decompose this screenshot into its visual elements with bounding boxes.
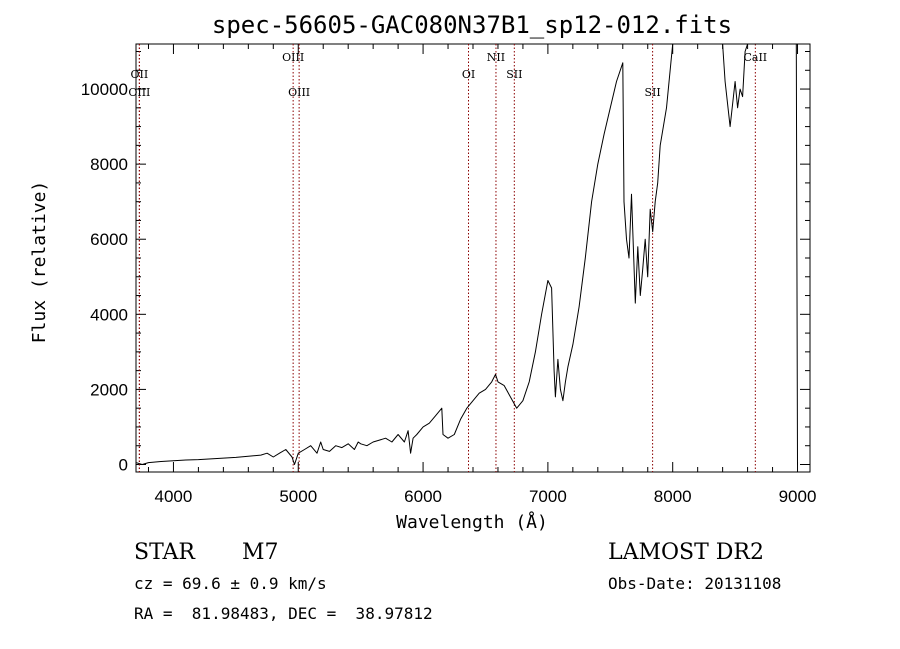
x-tick-label: 4000 xyxy=(155,487,193,506)
y-tick-label: 2000 xyxy=(90,380,128,399)
y-tick-label: 6000 xyxy=(90,230,128,249)
line-marker-label: OI xyxy=(462,68,475,81)
line-marker-label: OIII xyxy=(282,51,304,64)
x-tick-label: 9000 xyxy=(779,487,817,506)
x-axis-label: Wavelength (Å) xyxy=(396,511,548,533)
object-type: STAR xyxy=(134,540,195,565)
line-marker-label: CaII xyxy=(743,51,767,64)
observation-date: Obs-Date: 20131108 xyxy=(608,574,782,593)
x-tick-label: 6000 xyxy=(404,487,442,506)
line-marker-label: OII xyxy=(131,68,149,81)
y-tick-label: 0 xyxy=(119,455,128,474)
y-axis-label: Flux (relative) xyxy=(29,181,50,344)
spectrum-line xyxy=(136,44,798,465)
plot-area: 4000 5000 6000 7000 8000 9000 0 2000 4000 6000 800… xyxy=(81,43,817,506)
line-marker-label: SII xyxy=(506,68,522,81)
line-marker-label: SII xyxy=(644,86,660,99)
line-marker-label: OIII xyxy=(128,86,150,99)
coordinates: RA = 81.98483, DEC = 38.97812 xyxy=(134,604,433,623)
x-tick-label: 8000 xyxy=(654,487,692,506)
y-tick-label: 8000 xyxy=(90,155,128,174)
chart-title: spec-56605-GAC080N37B1_sp12-012.fits xyxy=(212,11,732,39)
y-tick-label: 4000 xyxy=(90,305,128,324)
line-marker-label: NII xyxy=(487,51,505,64)
survey-name: LAMOST DR2 xyxy=(608,540,764,565)
plot-frame xyxy=(135,43,811,473)
x-tick-label: 7000 xyxy=(529,487,567,506)
line-marker-label: OIII xyxy=(288,86,310,99)
redshift-velocity: cz = 69.6 ± 0.9 km/s xyxy=(134,574,327,593)
y-tick-label: 10000 xyxy=(81,80,128,99)
x-tick-label: 5000 xyxy=(279,487,317,506)
spectral-subclass: M7 xyxy=(242,540,279,565)
